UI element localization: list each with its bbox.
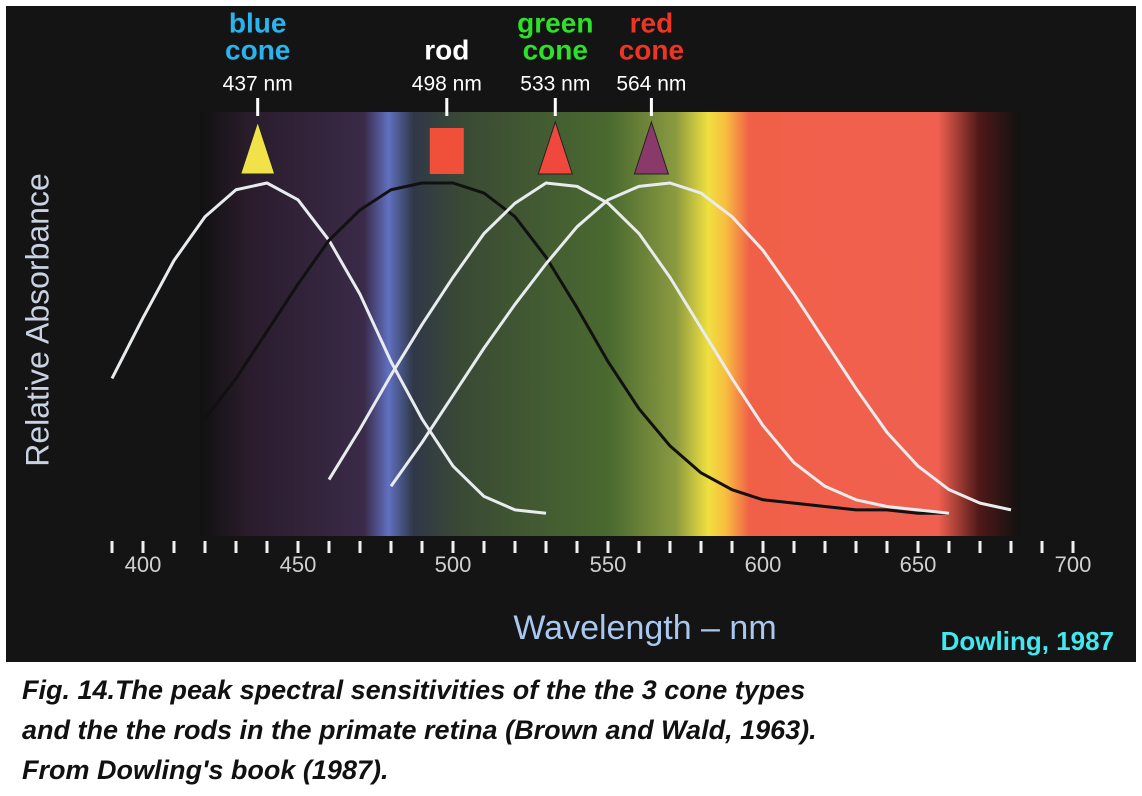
- peak-label: 437 nm: [223, 73, 293, 96]
- x-tick-label: 400: [125, 552, 162, 577]
- caption-line: and the the rods in the primate retina (…: [22, 715, 817, 745]
- pigment-name: rod: [424, 34, 469, 65]
- peak-marker: [537, 120, 573, 175]
- pigment-name: blue: [229, 7, 287, 38]
- x-tick-label: 700: [1055, 552, 1092, 577]
- x-tick-label: 450: [280, 552, 317, 577]
- peak-marker: [429, 128, 464, 174]
- credit: Dowling, 1987: [941, 626, 1114, 656]
- pigment-name: green: [517, 7, 593, 38]
- x-tick-label: 600: [745, 552, 782, 577]
- x-tick-label: 500: [435, 552, 472, 577]
- x-axis-label: Wavelength – nm: [513, 609, 776, 647]
- pigment-name: red: [630, 7, 674, 38]
- peak-marker: [633, 120, 670, 175]
- pigment-name: cone: [619, 34, 684, 65]
- x-tick-label: 650: [900, 552, 937, 577]
- peak-label: 533 nm: [520, 73, 590, 96]
- y-axis-label: Relative Absorbance: [19, 173, 55, 467]
- peak-label: 564 nm: [616, 73, 686, 96]
- curve: [327, 181, 950, 515]
- peak-marker: [240, 120, 276, 175]
- curve: [389, 181, 1012, 512]
- pigment-name: cone: [523, 34, 588, 65]
- curve: [203, 181, 949, 515]
- caption-line: Fig. 14.The peak spectral sensitivities …: [22, 675, 805, 705]
- x-tick-label: 550: [590, 552, 627, 577]
- peak-label: 498 nm: [412, 73, 482, 96]
- caption-line: From Dowling's book (1987).: [22, 755, 388, 785]
- spectrum: [200, 112, 1020, 536]
- pigment-name: cone: [225, 34, 290, 65]
